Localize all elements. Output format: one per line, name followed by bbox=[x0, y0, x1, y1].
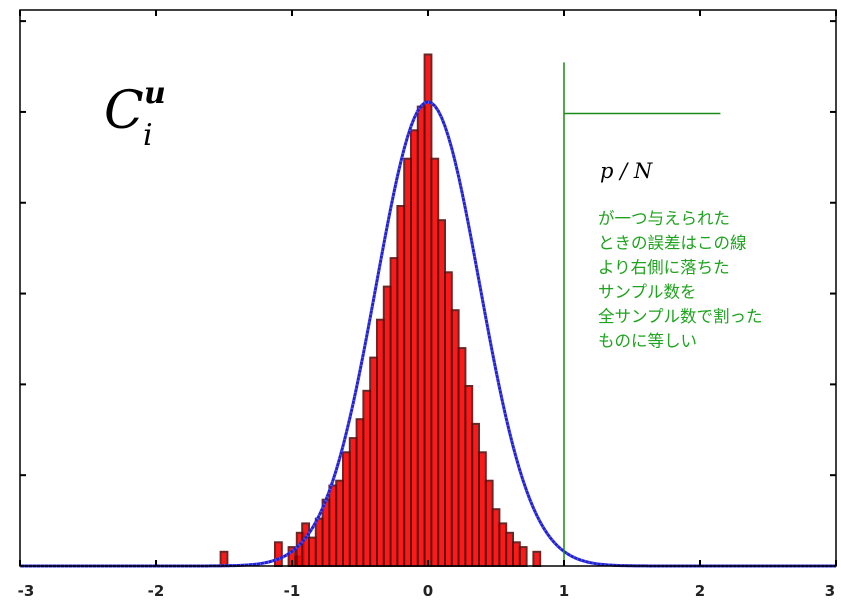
histogram-bar bbox=[369, 356, 379, 567]
note-line: が一つ与えられた bbox=[598, 209, 730, 228]
histogram-bar bbox=[274, 541, 283, 567]
histogram-bar bbox=[314, 517, 324, 567]
histogram-bar bbox=[335, 479, 345, 568]
histogram-bar bbox=[505, 531, 515, 567]
histogram-bar bbox=[416, 105, 426, 567]
x-tick-label: 0 bbox=[423, 582, 433, 600]
x-tick-label: 3 bbox=[825, 582, 835, 600]
threshold-layer bbox=[563, 62, 721, 566]
histogram-bar bbox=[478, 451, 487, 567]
histogram-bar bbox=[450, 309, 460, 568]
note-text: が一つ与えられたときの誤差はこの線より右側に落ちたサンプル数を全サンプル数で割っ… bbox=[598, 209, 763, 351]
axis-ticks: -3 -2 -1 0 1 2 3 bbox=[18, 10, 837, 600]
x-tick-label: 1 bbox=[559, 582, 569, 600]
histogram-bar bbox=[308, 536, 317, 567]
histogram-bar bbox=[423, 53, 433, 567]
histogram-bar bbox=[410, 129, 419, 568]
note-line: 全サンプル数で割った bbox=[598, 307, 763, 326]
note-line: サンプル数を bbox=[598, 283, 697, 302]
histogram-bar bbox=[362, 389, 372, 567]
x-tick-label: -2 bbox=[148, 582, 165, 600]
histogram-bar bbox=[403, 157, 413, 567]
symbol-base: C bbox=[104, 81, 144, 141]
histogram-bar bbox=[301, 522, 311, 568]
x-tick-label: -1 bbox=[284, 582, 301, 600]
histogram-bar bbox=[457, 347, 467, 567]
note-line: ときの誤差はこの線 bbox=[598, 234, 747, 253]
histogram-bar bbox=[471, 422, 481, 567]
histogram-bar bbox=[355, 418, 365, 568]
histogram-bar bbox=[512, 541, 521, 567]
histogram-bar bbox=[328, 484, 338, 567]
symbol-label: C u i bbox=[104, 76, 166, 153]
histogram-bar bbox=[518, 546, 528, 567]
histogram-bar bbox=[430, 157, 440, 567]
histogram-bar bbox=[437, 219, 447, 567]
histogram-bar bbox=[376, 318, 385, 568]
histogram-bar bbox=[321, 498, 331, 568]
x-tick-label: 2 bbox=[695, 582, 705, 600]
pn-label: p / N bbox=[600, 159, 653, 183]
histogram-bar bbox=[491, 508, 501, 568]
histogram-bar bbox=[444, 271, 453, 567]
histogram-bar bbox=[484, 479, 494, 568]
x-tick-label: -3 bbox=[18, 582, 35, 600]
histogram-bar bbox=[219, 550, 229, 567]
note-line: ものに等しい bbox=[598, 332, 697, 351]
histogram-bar bbox=[498, 522, 508, 568]
histogram-bar bbox=[389, 257, 399, 567]
histogram-bar bbox=[342, 451, 351, 567]
histogram-bar bbox=[464, 385, 474, 567]
histogram-bar bbox=[532, 550, 542, 567]
symbol-superscript: u bbox=[144, 76, 166, 111]
note-line: より右側に落ちた bbox=[598, 258, 730, 277]
histogram-bar bbox=[382, 285, 392, 567]
histogram-bar bbox=[396, 205, 406, 567]
histogram-bar bbox=[348, 437, 358, 568]
symbol-subscript: i bbox=[143, 118, 153, 153]
